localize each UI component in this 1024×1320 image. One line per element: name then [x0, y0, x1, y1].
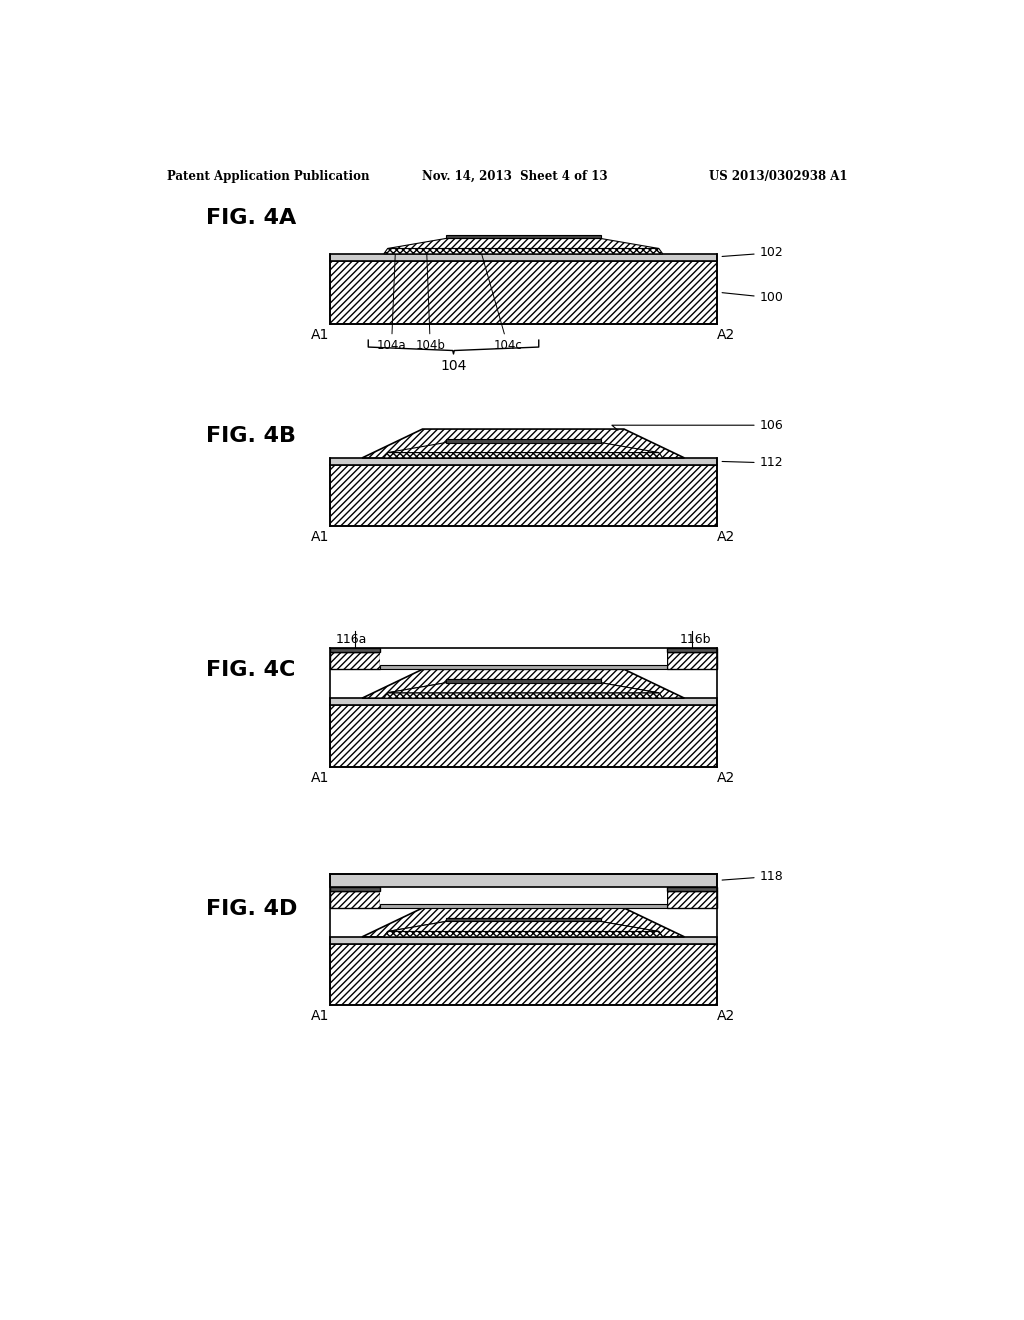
Text: 118: 118 [722, 870, 783, 883]
Bar [330, 705, 717, 767]
Polygon shape [388, 239, 658, 248]
Bar [330, 698, 717, 705]
Bar [330, 652, 380, 669]
Bar [330, 874, 717, 887]
Text: 102: 102 [722, 247, 783, 259]
Bar [445, 235, 601, 239]
Polygon shape [384, 248, 663, 253]
Polygon shape [388, 442, 658, 453]
Text: A2: A2 [717, 771, 735, 784]
Bar [330, 465, 717, 527]
Polygon shape [388, 921, 658, 932]
Bar [445, 917, 601, 921]
Text: Patent Application Publication: Patent Application Publication [167, 170, 370, 183]
Text: 116a: 116a [336, 632, 367, 645]
Polygon shape [362, 669, 684, 698]
Text: A1: A1 [311, 1010, 330, 1023]
Polygon shape [388, 921, 658, 932]
Polygon shape [384, 693, 663, 698]
Text: 104b: 104b [416, 247, 445, 352]
Bar [330, 937, 717, 944]
Bar [667, 891, 717, 908]
Bar [330, 261, 717, 323]
Polygon shape [384, 932, 663, 937]
Polygon shape [384, 693, 663, 698]
Polygon shape [384, 932, 663, 937]
Bar [330, 458, 717, 465]
Text: 116b: 116b [679, 632, 711, 645]
Text: Nov. 14, 2013  Sheet 4 of 13: Nov. 14, 2013 Sheet 4 of 13 [423, 170, 608, 183]
Bar [380, 665, 667, 669]
Text: 112: 112 [722, 457, 783, 470]
Bar [667, 648, 717, 652]
Text: FIG. 4C: FIG. 4C [206, 660, 295, 680]
Text: FIG. 4A: FIG. 4A [206, 209, 296, 228]
Text: A1: A1 [311, 771, 330, 784]
Bar [445, 440, 601, 442]
Polygon shape [388, 682, 658, 693]
Bar [380, 648, 667, 669]
Bar [667, 887, 717, 891]
Bar [445, 917, 601, 921]
Bar [667, 652, 717, 669]
Polygon shape [362, 908, 684, 937]
Bar [330, 887, 380, 891]
Text: 104a: 104a [377, 253, 407, 352]
Text: A1: A1 [311, 531, 330, 544]
Bar [330, 648, 380, 652]
Bar [330, 253, 717, 261]
Text: US 2013/0302938 A1: US 2013/0302938 A1 [710, 170, 848, 183]
Bar [330, 944, 717, 1006]
Text: A1: A1 [311, 327, 330, 342]
Polygon shape [388, 682, 658, 693]
Bar [380, 887, 667, 908]
Polygon shape [384, 453, 663, 458]
Text: A2: A2 [717, 531, 735, 544]
Polygon shape [362, 429, 684, 458]
Bar [330, 891, 380, 908]
Bar [445, 680, 601, 682]
Text: 104: 104 [440, 359, 467, 374]
Text: A2: A2 [717, 1010, 735, 1023]
Text: FIG. 4D: FIG. 4D [206, 899, 297, 919]
Text: 100: 100 [722, 292, 783, 305]
Bar [445, 680, 601, 682]
Text: FIG. 4B: FIG. 4B [206, 426, 296, 446]
Text: 104c: 104c [477, 239, 522, 352]
Text: 106: 106 [612, 418, 783, 432]
Bar [380, 904, 667, 908]
Text: A2: A2 [717, 327, 735, 342]
